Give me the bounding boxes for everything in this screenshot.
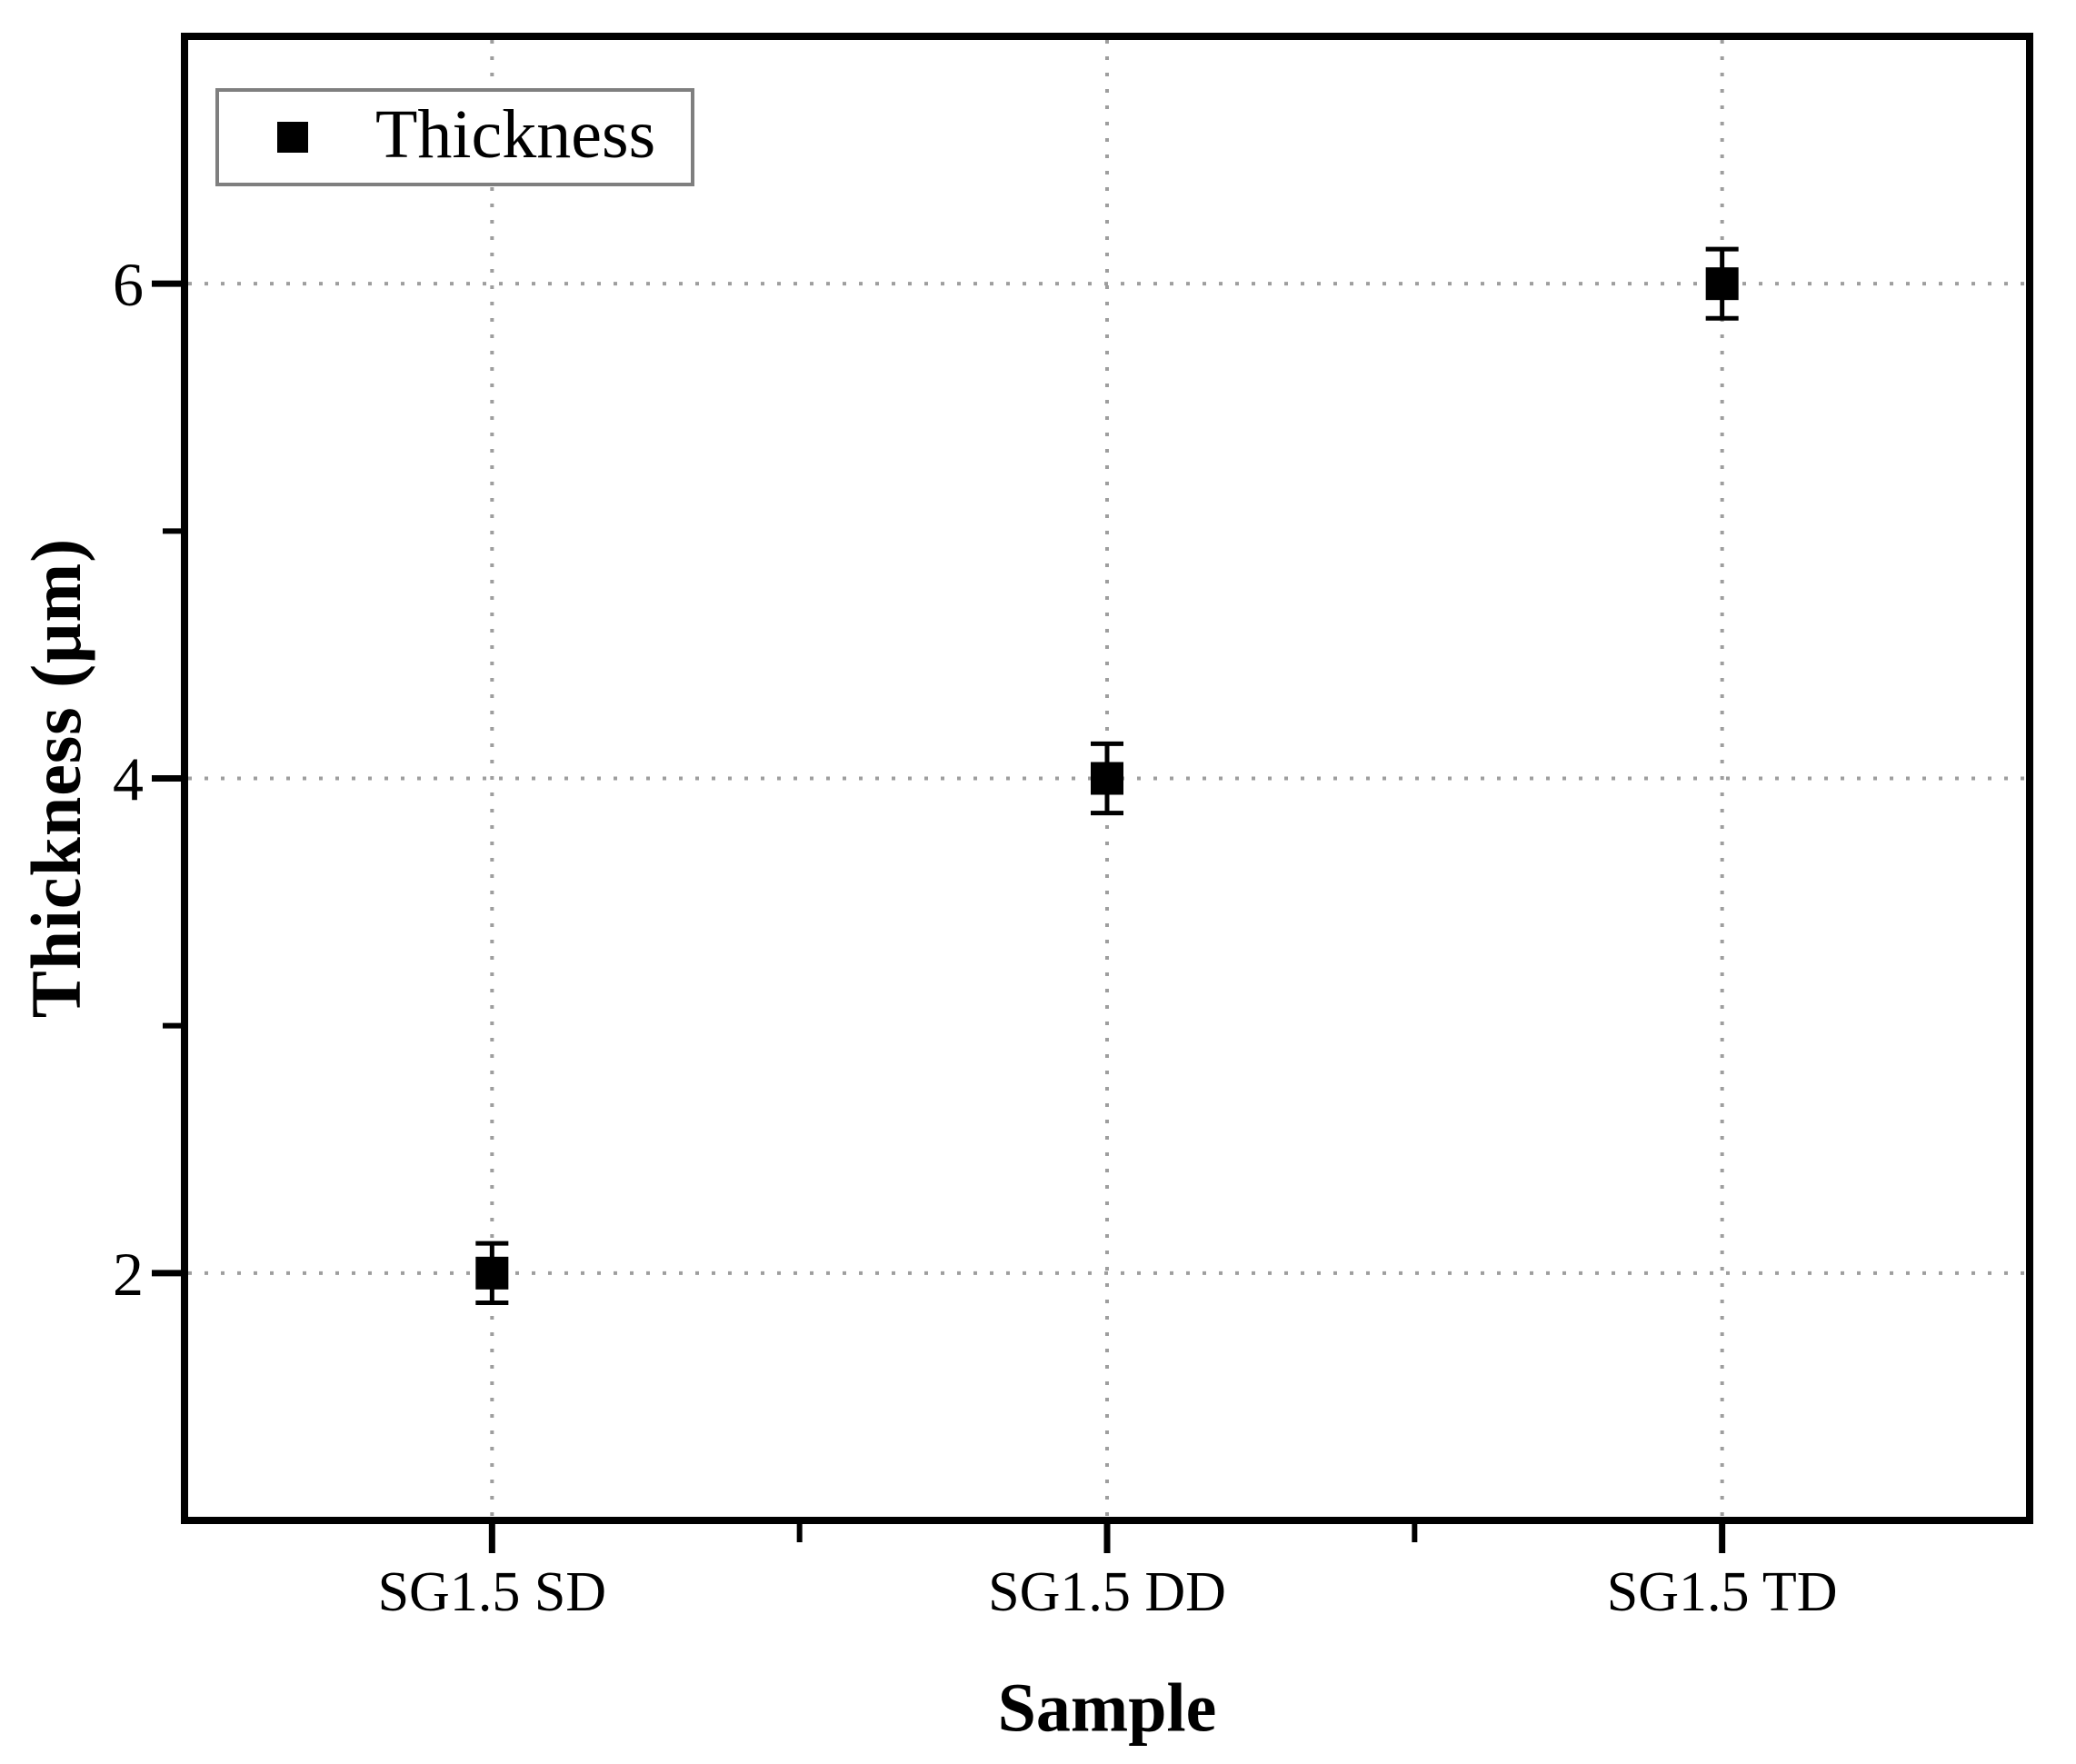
legend-marker-square-icon — [277, 122, 308, 153]
x-category-label: SG1.5 DD — [988, 1561, 1226, 1623]
data-point-marker — [475, 1256, 509, 1290]
x-axis-title: Sample — [997, 1669, 1217, 1747]
legend-entry-label: Thickness — [375, 96, 656, 173]
data-point-marker — [1091, 762, 1123, 795]
x-category-label: SG1.5 SD — [378, 1561, 607, 1623]
data-point-marker — [1705, 267, 1739, 301]
x-category-label: SG1.5 TD — [1607, 1561, 1838, 1623]
plot-frame — [181, 33, 2033, 1524]
y-axis-title: Thickness (μm) — [16, 537, 95, 1019]
y-tick-label: 6 — [113, 250, 144, 319]
legend-box: Thickness — [215, 88, 694, 186]
y-tick-label: 2 — [113, 1240, 144, 1309]
y-tick-label: 4 — [113, 745, 144, 814]
